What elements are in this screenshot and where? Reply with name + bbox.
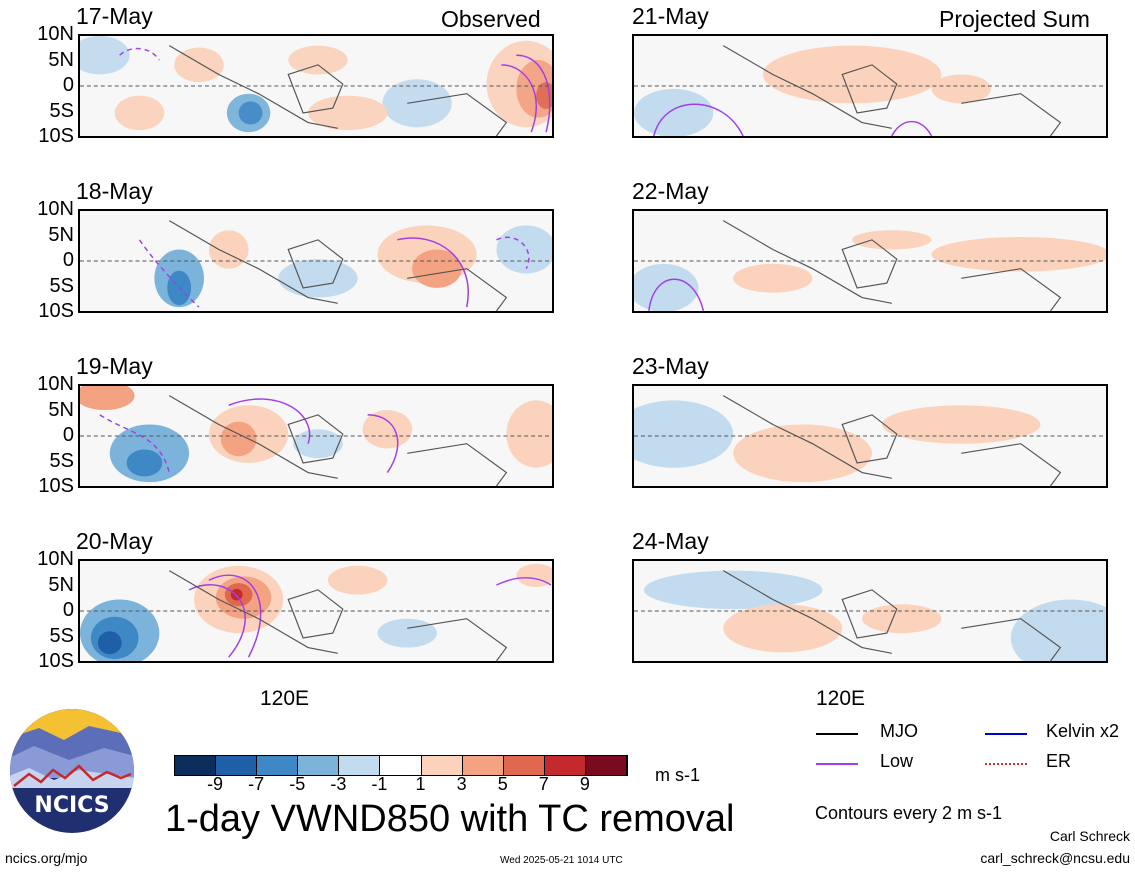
panel-date-3: 19-May bbox=[76, 353, 153, 379]
panel-date-7: 23-May bbox=[632, 353, 709, 379]
lat-label: 0 bbox=[62, 424, 74, 446]
colorbar-swatch bbox=[544, 756, 586, 775]
lat-label: 5N bbox=[48, 223, 74, 246]
lat-label: 5S bbox=[49, 624, 74, 647]
colorbar-swatch bbox=[339, 756, 381, 775]
lat-label: 10S bbox=[38, 125, 74, 147]
colorbar-swatch bbox=[257, 756, 299, 775]
panel-date-4: 20-May bbox=[76, 528, 153, 554]
colorbar-tick-label: -3 bbox=[330, 774, 347, 794]
colorbar-tick-label: 7 bbox=[538, 774, 549, 794]
footer-author: Carl Schreck bbox=[1049, 828, 1130, 844]
colorbar-swatch bbox=[380, 756, 422, 775]
legend-label-mjo: MJO bbox=[880, 721, 918, 741]
colorbar-swatch bbox=[503, 756, 545, 775]
colorbar-swatch bbox=[421, 756, 463, 775]
footer-timestamp: Wed 2025-05-21 1014 UTC bbox=[500, 855, 623, 866]
panel-corner-1: Observed bbox=[441, 6, 541, 32]
lat-label: 5N bbox=[48, 573, 74, 596]
colorbar-swatch bbox=[216, 756, 258, 775]
lat-label: 0 bbox=[62, 599, 74, 621]
legend-line-kelvin bbox=[985, 733, 1027, 735]
map-panel-17-may bbox=[78, 34, 554, 138]
colorbar-tick-label: 3 bbox=[456, 774, 467, 794]
legend-line-low bbox=[816, 763, 858, 765]
logo-text: NCICS bbox=[34, 793, 109, 818]
lon-label-right: 120E bbox=[816, 687, 866, 710]
ncics-logo: NCICS bbox=[9, 708, 135, 834]
legend-label-low: Low bbox=[880, 751, 914, 771]
legend-label-er: ER bbox=[1046, 751, 1072, 771]
legend-line-er bbox=[985, 763, 1027, 765]
lat-label: 5S bbox=[49, 449, 74, 472]
colorbar-tick-label: -5 bbox=[289, 774, 306, 794]
colorbar-tick-label: -1 bbox=[371, 774, 388, 794]
lat-label: 5N bbox=[48, 48, 74, 71]
panel-corner-5: Projected Sum bbox=[939, 6, 1090, 32]
panel-date-2: 18-May bbox=[76, 178, 153, 204]
lat-label: 10N bbox=[37, 373, 74, 395]
legend-label-kelvin: Kelvin x2 bbox=[1046, 721, 1120, 741]
panel-date-1: 17-May bbox=[76, 3, 153, 29]
footer-link[interactable]: ncics.org/mjo bbox=[5, 850, 88, 866]
colorbar-swatch bbox=[298, 756, 340, 775]
legend-line-mjo bbox=[816, 733, 858, 735]
lat-label: 5S bbox=[49, 274, 74, 297]
lat-label: 10S bbox=[38, 475, 74, 497]
colorbar-units: m s-1 bbox=[655, 765, 700, 785]
colorbar-swatch bbox=[462, 756, 504, 775]
colorbar bbox=[174, 755, 628, 776]
panel-date-8: 24-May bbox=[632, 528, 709, 554]
lat-label: 10N bbox=[37, 23, 74, 45]
colorbar-tick-label: 1 bbox=[415, 774, 426, 794]
lat-label: 10N bbox=[37, 548, 74, 570]
lon-label-left: 120E bbox=[260, 687, 310, 710]
map-panel-23-may bbox=[632, 384, 1108, 488]
colorbar-tick-label: -7 bbox=[248, 774, 265, 794]
colorbar-swatch bbox=[585, 756, 628, 775]
colorbar-swatch bbox=[175, 756, 217, 775]
chart-title: 1-day VWND850 with TC removal bbox=[165, 798, 735, 840]
colorbar-tick-label: -9 bbox=[207, 774, 224, 794]
map-panel-18-may bbox=[78, 209, 554, 313]
map-panel-21-may bbox=[632, 34, 1108, 138]
lat-label: 10S bbox=[38, 650, 74, 672]
lat-label: 10N bbox=[37, 198, 74, 220]
lat-label: 5N bbox=[48, 398, 74, 421]
contour-note: Contours every 2 m s-1 bbox=[815, 803, 1003, 823]
footer-email[interactable]: carl_schreck@ncsu.edu bbox=[980, 850, 1130, 866]
map-panel-22-may bbox=[632, 209, 1108, 313]
colorbar-tick-label: 9 bbox=[579, 774, 590, 794]
lat-label: 10S bbox=[38, 300, 74, 322]
lat-label: 5S bbox=[49, 99, 74, 122]
map-panel-20-may bbox=[78, 559, 554, 663]
colorbar-tick-label: 5 bbox=[497, 774, 508, 794]
panel-date-6: 22-May bbox=[632, 178, 709, 204]
lat-label: 0 bbox=[62, 74, 74, 96]
lat-label: 0 bbox=[62, 249, 74, 271]
map-panel-19-may bbox=[78, 384, 554, 488]
panel-date-5: 21-May bbox=[632, 3, 709, 29]
map-panel-24-may bbox=[632, 559, 1108, 663]
